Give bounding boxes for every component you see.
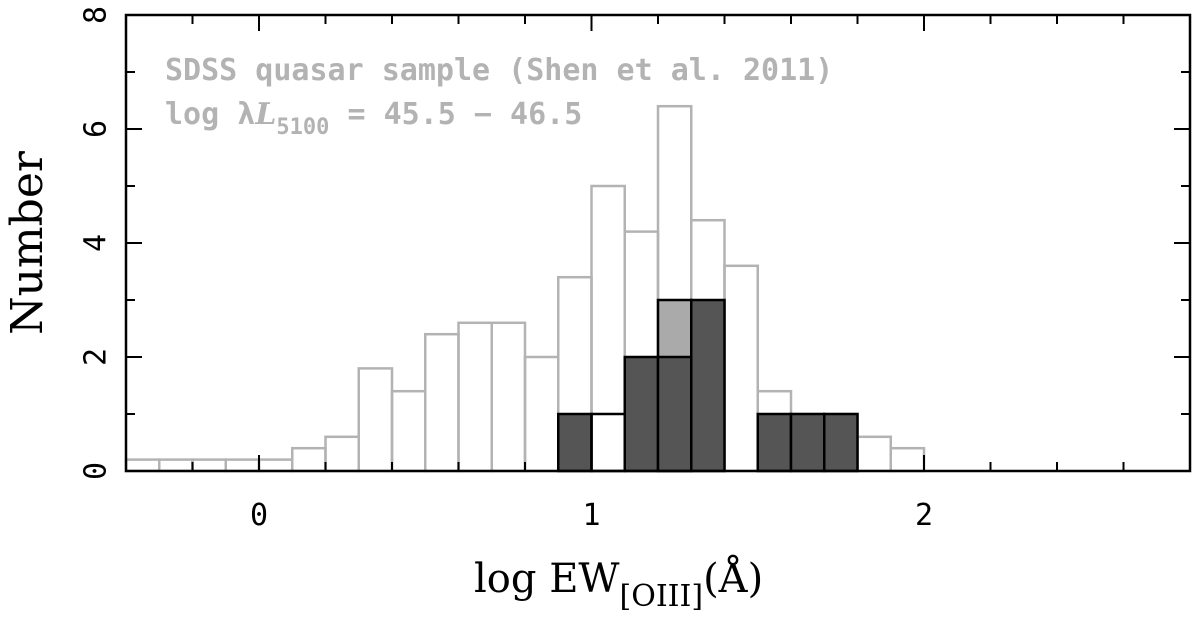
dark-bar [656,355,693,473]
gray-bar [490,321,527,473]
annotation-sample: SDSS quasar sample (Shen et al. 2011) [165,53,833,88]
gray-bar [723,264,759,473]
dark-bar [690,298,726,473]
plot-frame [124,13,1192,473]
y-tick-label: 4 [79,234,114,252]
gray-bar [590,184,626,473]
black-outline-bar [590,412,626,473]
gray-bar [424,332,460,473]
y-tick-label: 2 [79,348,114,366]
black-outline-histogram [590,412,626,473]
gray-bar [191,458,227,473]
y-tick-label: 0 [79,462,114,480]
gray-bar [291,446,327,473]
tick-labels: 0 1 2 0 2 4 6 8 [79,6,934,533]
x-tick-label: 2 [915,498,933,533]
gray-bar [324,435,360,473]
gray-bar [457,321,493,473]
gray-bar [124,458,161,473]
x-tick-label: 0 [250,498,268,533]
y-axis-label: Number [2,150,53,335]
x-axis-label: log EW[OIII](Å) [474,555,763,614]
dark-bar [623,355,660,473]
gray-bar [390,389,427,473]
axis-ticks [126,15,1190,471]
dark-filled-histogram [557,298,859,473]
dark-bar [789,412,826,473]
gray-bar [889,446,926,473]
gray-bar [523,355,560,473]
gray-bar [357,367,394,473]
y-tick-label: 8 [79,6,114,24]
annotation-luminosity: log λL5100 = 45.5 − 46.5 [165,97,582,140]
dark-bar [823,412,859,473]
y-tick-label: 6 [79,120,114,138]
dark-bar [557,412,593,473]
gray-bar [224,458,261,473]
gray-bar [158,458,194,473]
x-tick-label: 1 [582,498,600,533]
dark-bar [756,412,793,473]
gray-bar [856,435,892,473]
gray-bar [257,458,294,473]
